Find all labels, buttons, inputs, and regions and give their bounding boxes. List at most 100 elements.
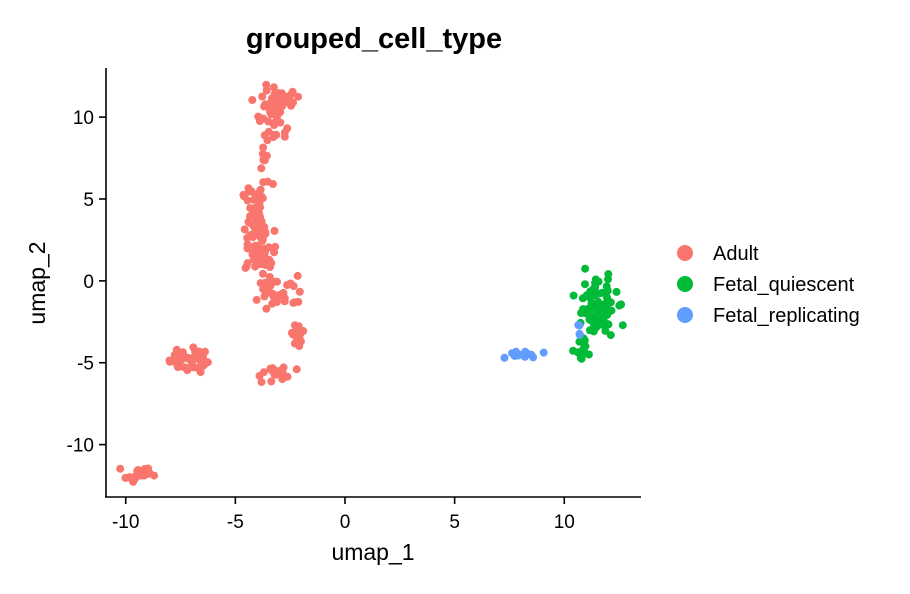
data-point <box>618 321 627 330</box>
data-point <box>272 370 281 379</box>
data-point <box>594 297 602 306</box>
chart-title: grouped_cell_type <box>246 23 502 55</box>
data-point <box>266 263 274 271</box>
data-point <box>275 290 284 299</box>
y-axis-title: umap_2 <box>24 241 50 324</box>
data-point <box>244 184 253 193</box>
y-tick-label: 0 <box>83 272 94 293</box>
data-point <box>293 271 302 280</box>
x-tick-label: -5 <box>227 512 244 533</box>
data-point <box>183 366 192 375</box>
data-point <box>262 304 271 313</box>
legend: Adult Fetal_quiescent Fetal_replicating <box>677 243 860 327</box>
y-tick-label: 10 <box>73 108 94 129</box>
data-point <box>253 243 262 252</box>
data-point <box>241 263 250 272</box>
series-adult <box>116 80 308 486</box>
data-point <box>606 331 615 340</box>
data-point <box>508 349 517 358</box>
data-point <box>581 280 589 289</box>
data-point <box>569 291 578 300</box>
data-point <box>586 287 595 296</box>
data-point <box>269 83 278 92</box>
data-point <box>254 197 263 206</box>
data-point <box>258 92 267 101</box>
legend-label: Adult <box>713 243 759 265</box>
data-point <box>251 203 260 212</box>
data-point <box>539 348 548 357</box>
data-point <box>289 98 297 107</box>
x-axis-title: umap_1 <box>331 539 414 565</box>
x-tick-label: 5 <box>449 512 460 533</box>
data-point <box>500 353 509 362</box>
data-point <box>248 96 257 104</box>
data-point <box>276 118 285 127</box>
data-point <box>267 377 276 386</box>
y-axis-ticks: -10 -5 0 5 10 <box>67 108 106 457</box>
data-point <box>603 307 612 316</box>
data-point <box>203 358 212 367</box>
legend-label: Fetal_replicating <box>713 305 860 327</box>
data-point <box>269 133 278 142</box>
data-point <box>262 151 271 160</box>
x-axis-ticks: -10 -5 0 5 10 <box>112 497 575 533</box>
data-point <box>267 110 276 119</box>
y-tick-label: -10 <box>67 436 94 457</box>
data-point <box>256 185 265 194</box>
data-point <box>264 288 273 297</box>
data-point <box>586 326 594 335</box>
data-point <box>177 355 186 364</box>
data-point <box>244 218 253 226</box>
series-fetal-quiescent <box>569 264 627 363</box>
data-point <box>141 468 149 477</box>
data-point <box>262 86 271 95</box>
data-point <box>280 128 289 137</box>
data-point <box>294 322 303 331</box>
data-point <box>260 245 269 254</box>
data-point <box>258 269 267 278</box>
x-tick-label: 0 <box>340 512 351 533</box>
y-tick-label: -5 <box>77 354 94 375</box>
data-point <box>264 117 273 126</box>
data-point <box>286 91 295 100</box>
x-tick-label: 10 <box>554 512 575 533</box>
legend-swatch <box>677 245 693 261</box>
data-point <box>255 371 264 380</box>
data-point <box>127 474 136 483</box>
data-point <box>165 357 174 366</box>
data-point <box>612 287 621 296</box>
data-point <box>256 279 265 288</box>
data-point <box>295 287 304 296</box>
data-point <box>260 131 269 140</box>
data-point <box>172 345 181 354</box>
data-point <box>260 222 269 231</box>
data-point <box>270 226 279 235</box>
data-point <box>150 471 159 480</box>
data-point <box>196 352 205 361</box>
data-point <box>278 375 287 384</box>
data-point <box>591 278 600 287</box>
data-point <box>257 164 266 173</box>
legend-swatch <box>677 276 693 292</box>
data-point <box>603 286 612 295</box>
data-point <box>257 378 266 387</box>
data-point <box>615 301 624 310</box>
data-point <box>191 347 200 356</box>
points-layer <box>116 80 627 486</box>
data-point <box>268 364 277 373</box>
data-point <box>577 354 586 363</box>
data-point <box>116 464 125 473</box>
data-point <box>121 473 130 482</box>
y-tick-label: 5 <box>83 190 94 211</box>
data-point <box>283 281 292 290</box>
data-point <box>196 368 205 377</box>
data-point <box>277 89 286 98</box>
data-point <box>581 264 590 273</box>
data-point <box>240 192 248 201</box>
data-point <box>574 321 583 329</box>
data-point <box>259 143 268 152</box>
data-point <box>585 309 594 317</box>
data-point <box>261 100 270 109</box>
series-fetal-replicating <box>500 321 584 362</box>
